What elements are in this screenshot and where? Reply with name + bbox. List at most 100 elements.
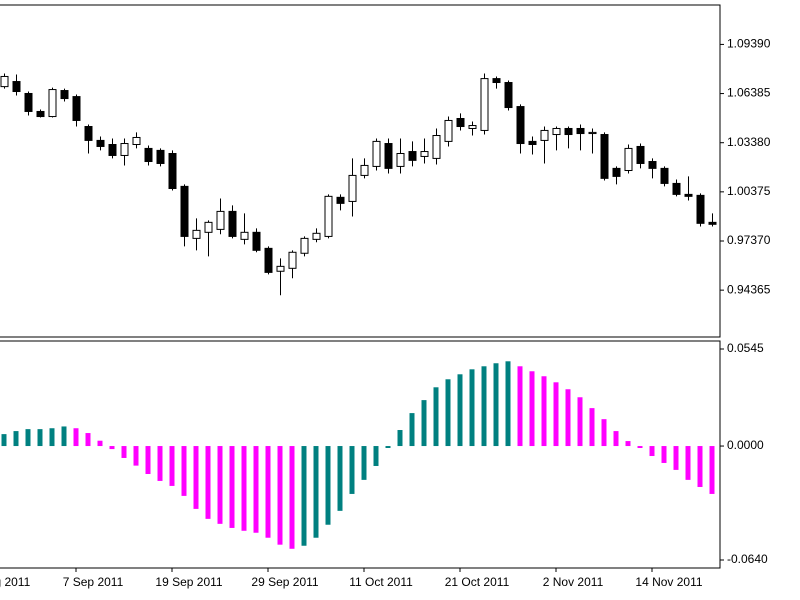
histogram-bar [121, 446, 127, 458]
histogram-bar [13, 431, 19, 447]
histogram-bar [289, 446, 295, 549]
candle-body [180, 185, 189, 237]
histogram-bar [397, 430, 403, 447]
candle-body [408, 151, 417, 161]
candle-body [252, 231, 261, 251]
x-tick-label: 29 Sep 2011 [251, 575, 318, 589]
histogram-bar [553, 382, 559, 447]
histogram-bar [517, 366, 523, 447]
x-tick-label: 21 Oct 2011 [445, 575, 510, 589]
candle-body [12, 81, 21, 93]
candle-body [660, 167, 669, 184]
candle-body [84, 126, 93, 141]
histogram-bar [673, 446, 679, 470]
candle-body [480, 78, 489, 131]
y-tick-label: 1.06385 [727, 86, 771, 100]
histogram-bar [457, 374, 463, 447]
candle-body [228, 210, 237, 237]
candle-body [192, 229, 201, 239]
histogram-bar [493, 363, 499, 447]
y-tick-label: 0.0545 [727, 341, 764, 355]
histogram-bar [181, 446, 187, 496]
candle-body [132, 136, 141, 146]
candle-body [372, 140, 381, 167]
candle-body [504, 82, 513, 109]
candle-body [456, 118, 465, 128]
candle-body [420, 151, 429, 157]
y-tick-label: 1.09390 [727, 37, 771, 51]
histogram-bar [253, 446, 259, 533]
histogram-bar [577, 397, 583, 447]
histogram-bar [613, 431, 619, 447]
histogram-bar [445, 379, 451, 447]
histogram-bar [49, 428, 55, 447]
histogram-bar [649, 446, 655, 457]
candle-body [360, 164, 369, 176]
candle-body [576, 127, 585, 135]
histogram-bar [469, 369, 475, 447]
candle-body [72, 96, 81, 121]
histogram-bar [229, 446, 235, 528]
candle-body [204, 221, 213, 233]
histogram-bar [1, 434, 7, 447]
histogram-bar [205, 446, 211, 519]
price-panel [0, 4, 721, 338]
x-tick-label: 11 Oct 2011 [349, 575, 413, 589]
histogram-bar [325, 446, 331, 525]
histogram-bar [661, 446, 667, 463]
candle-body [468, 125, 477, 129]
histogram-bar [193, 446, 199, 509]
candle-body [384, 143, 393, 169]
histogram-bar [637, 446, 643, 449]
histogram-bar [241, 446, 247, 531]
candle-body [156, 149, 165, 164]
y-tick-label: 0.94365 [727, 282, 771, 296]
histogram-bar [421, 400, 427, 447]
histogram-bar [157, 446, 163, 481]
candle-body [108, 144, 117, 156]
histogram-bar [61, 426, 67, 447]
candle-body [120, 143, 129, 156]
histogram-bar [529, 371, 535, 447]
candle-body [696, 194, 705, 224]
histogram-bar [433, 387, 439, 447]
histogram-bar [313, 446, 319, 538]
x-tick-label: 2 Nov 2011 [543, 575, 604, 589]
candle-body [540, 129, 549, 141]
candle-body [0, 75, 9, 88]
candle-body [336, 196, 345, 204]
candle-body [444, 119, 453, 142]
candle-body [276, 265, 285, 272]
candle-body [552, 127, 561, 136]
candle-body [516, 106, 525, 145]
histogram-bar [85, 433, 91, 447]
candle-body [624, 147, 633, 172]
candle-body [348, 174, 357, 202]
candle-body [216, 210, 225, 230]
histogram-bar [505, 361, 511, 447]
candle-body [708, 221, 717, 225]
histogram-bar [169, 446, 175, 486]
candle-body [492, 78, 501, 84]
candle-body [396, 153, 405, 167]
histogram-bar [373, 446, 379, 466]
histogram-bar [349, 446, 355, 494]
histogram-bar [589, 408, 595, 447]
y-tick-label: 1.03380 [727, 135, 771, 149]
candle-body [240, 231, 249, 240]
candle-body [36, 110, 45, 118]
candle-body [432, 135, 441, 159]
histogram-bar [601, 419, 607, 447]
candle-body [168, 153, 177, 189]
histogram-bar [361, 446, 367, 480]
y-tick-label: 0.97370 [727, 233, 771, 247]
histogram-bar [685, 446, 691, 480]
candle-body [636, 145, 645, 164]
histogram-bar [109, 446, 115, 450]
candle-body [564, 127, 573, 136]
x-tick-label: 19 Sep 2011 [155, 575, 222, 589]
histogram-bar [265, 446, 271, 538]
histogram-bar [301, 446, 307, 546]
